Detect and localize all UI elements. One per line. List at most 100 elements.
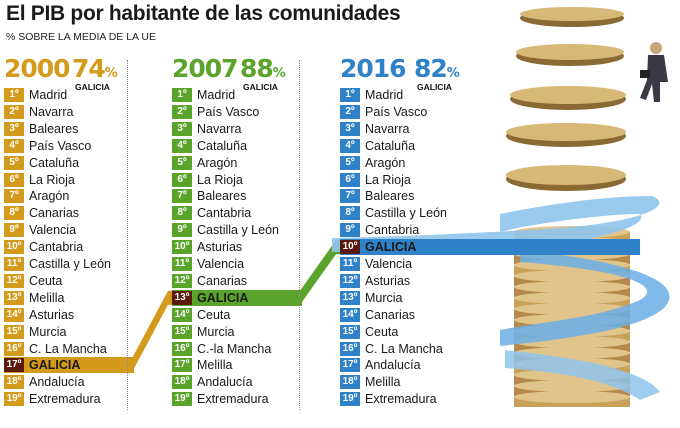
- ranking-row-galicia: 17º GALICIA: [4, 357, 134, 374]
- region-name: Aragón: [29, 189, 70, 204]
- region-name: Ceuta: [29, 273, 63, 288]
- rank-badge: 3º: [172, 121, 192, 136]
- rank-badge: 8º: [4, 206, 24, 221]
- rank-badge: 15º: [4, 324, 24, 339]
- ranking-row: 12º Ceuta: [4, 273, 154, 289]
- ranking-row: 3º Baleares: [4, 121, 154, 137]
- rank-badge: 7º: [4, 189, 24, 204]
- region-name: País Vasco: [197, 104, 260, 119]
- rank-badge: 18º: [4, 375, 24, 390]
- region-name: Canarias: [197, 273, 248, 288]
- region-name: Ceuta: [365, 324, 399, 339]
- region-name: Valencia: [29, 223, 77, 238]
- ranking-row: 18º Andalucía: [4, 374, 154, 390]
- region-name: País Vasco: [365, 104, 428, 119]
- region-name: Valencia: [365, 257, 413, 271]
- ranking-row: 2º País Vasco: [172, 104, 322, 120]
- ranking-row: 5º Cataluña: [4, 155, 154, 171]
- rank-badge: 15º: [172, 324, 192, 339]
- rank-badge: 4º: [172, 138, 192, 153]
- region-name: C.-la Mancha: [197, 341, 272, 356]
- ranking-row: 7º Aragón: [4, 188, 154, 204]
- ranking-row: 13º Murcia: [340, 290, 490, 306]
- stacked-coin-top: [514, 391, 630, 403]
- rank-badge: 1º: [172, 88, 192, 102]
- galicia-percentage: 74%: [72, 54, 118, 83]
- region-name: Valencia: [197, 257, 245, 271]
- region-name: Canarias: [365, 307, 416, 322]
- falling-coin: [516, 44, 624, 60]
- rank-badge: 17º: [340, 358, 360, 373]
- ranking-row: 15º Murcia: [172, 324, 322, 340]
- ranking-row: 18º Andalucía: [172, 374, 322, 390]
- year-label: 2007: [172, 54, 239, 83]
- ranking-row: 12º Canarias: [172, 273, 322, 289]
- rank-badge: 18º: [340, 375, 360, 390]
- ranking-row-galicia: 10º GALICIA: [340, 239, 640, 256]
- rank-badge: 8º: [340, 206, 360, 221]
- region-label: GALICIA: [243, 82, 278, 92]
- region-name: Andalucía: [365, 358, 421, 373]
- region-name: Castilla y León: [197, 223, 279, 238]
- rank-badge: 7º: [340, 189, 360, 204]
- rank-badge: 14º: [4, 307, 24, 322]
- region-name: C. La Mancha: [365, 341, 443, 356]
- rank-badge: 12º: [340, 273, 360, 288]
- rank-badge: 17º: [172, 358, 192, 373]
- rank-badge: 2º: [172, 104, 192, 119]
- rank-badge: 8º: [172, 206, 192, 221]
- rank-badge: 12º: [172, 273, 192, 288]
- region-name: Ceuta: [197, 307, 231, 322]
- rank-badge: 14º: [172, 307, 192, 322]
- ranking-row: 14º Ceuta: [172, 307, 322, 323]
- ranking-row: 19º Extremadura: [172, 391, 322, 407]
- region-name: Extremadura: [29, 392, 101, 407]
- ranking-row: 10º Asturias: [172, 239, 322, 255]
- region-label: GALICIA: [417, 82, 452, 92]
- region-name: Melilla: [29, 290, 65, 305]
- rank-badge: 11º: [340, 257, 360, 271]
- percentage-value: 74: [72, 54, 106, 83]
- ranking-row: 18º Melilla: [340, 374, 490, 390]
- region-name: La Rioja: [197, 172, 243, 187]
- ranking-row: 15º Murcia: [4, 324, 154, 340]
- ranking-row: 1º Madrid: [340, 87, 490, 103]
- rank-badge: 6º: [340, 172, 360, 187]
- blue-ribbon: [332, 196, 660, 252]
- rank-badge: 18º: [172, 375, 192, 390]
- region-name: Baleares: [29, 121, 79, 136]
- rank-badge: 16º: [172, 341, 192, 356]
- rank-badge: 5º: [4, 155, 24, 170]
- ranking-row: 9º Cantabria: [340, 222, 490, 238]
- region-name: Murcia: [29, 324, 67, 339]
- percentage-sign: %: [446, 66, 460, 81]
- ranking-row: 5º Aragón: [340, 155, 490, 171]
- stacked-coin-top: [514, 270, 630, 282]
- rank-badge: 15º: [340, 324, 360, 339]
- region-name: Baleares: [197, 189, 247, 204]
- ranking-row: 17º Andalucía: [340, 357, 490, 373]
- ranking-row: 4º País Vasco: [4, 138, 154, 154]
- rank-badge: 11º: [172, 257, 192, 271]
- blue-ribbon-swirl: [500, 250, 670, 346]
- region-name: C. La Mancha: [29, 341, 107, 356]
- ranking-row: 8º Cantabria: [172, 205, 322, 221]
- year-label: 2000: [4, 54, 71, 83]
- ranking-row: 11º Valencia: [340, 256, 490, 272]
- region-name: Asturias: [197, 240, 243, 255]
- chart-title: El PIB por habitante de las comunidades: [6, 2, 401, 25]
- rank-badge: 17º: [4, 358, 24, 373]
- ranking-row: 8º Canarias: [4, 205, 154, 221]
- galicia-percentage: 82%: [414, 54, 460, 83]
- rank-badge: 19º: [172, 392, 192, 407]
- region-name: Navarra: [365, 121, 410, 136]
- falling-coin: [510, 86, 626, 104]
- region-name: Madrid: [29, 88, 68, 102]
- rank-badge: 9º: [340, 223, 360, 238]
- stacked-coin-top: [514, 281, 630, 293]
- region-name: La Rioja: [365, 172, 411, 187]
- ranking-row-galicia: 13º GALICIA: [172, 289, 302, 306]
- galicia-percentage: 88%: [240, 54, 286, 83]
- region-name: Andalucía: [197, 375, 253, 390]
